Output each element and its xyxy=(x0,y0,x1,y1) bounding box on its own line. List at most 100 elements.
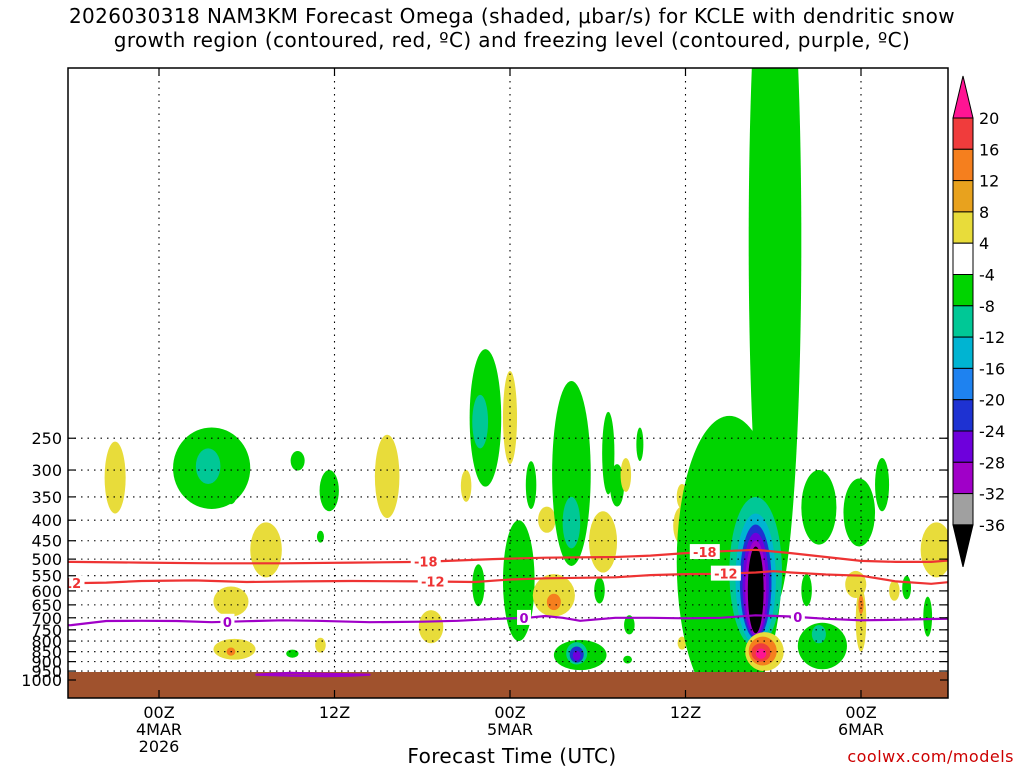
contour-label-bg xyxy=(410,553,441,569)
colorbar-tick-label: -32 xyxy=(979,485,1005,504)
colorbar-tick-label: -36 xyxy=(979,516,1005,535)
x-tick-label: 12Z xyxy=(670,703,701,722)
colorbar-bin xyxy=(952,461,974,495)
y-tick-label: 950 xyxy=(31,662,62,681)
contour-label-bg xyxy=(790,608,805,624)
colorbar-bin xyxy=(952,336,974,369)
x-tick-label: 5MAR xyxy=(487,720,533,739)
colorbar-bin xyxy=(952,305,974,338)
colorbar-bin xyxy=(952,148,974,182)
y-tick-label: 1000 xyxy=(21,671,62,690)
y-tick-label: 850 xyxy=(31,643,62,662)
y-tick-label: 550 xyxy=(31,567,62,586)
omega-area xyxy=(316,530,324,543)
y-tick-label: 700 xyxy=(31,609,62,628)
contour-label-bg xyxy=(517,609,532,625)
contour-line xyxy=(255,671,371,678)
omega-area xyxy=(594,577,605,604)
contour-line xyxy=(68,548,948,565)
x-tick-label: 6MAR xyxy=(838,720,884,739)
omega-area xyxy=(223,472,238,505)
y-tick-label: 750 xyxy=(31,621,62,640)
omega-area xyxy=(923,596,933,637)
colorbar-top-arrow xyxy=(952,75,974,119)
colorbar-tick-label: -24 xyxy=(979,422,1005,441)
omega-area xyxy=(374,434,400,519)
colorbar: 20 16 12 8 4 -4 -8 -12 -16 -20 -24 -28 -32 -36 xyxy=(952,75,1005,568)
colorbar-tick-label: -12 xyxy=(979,328,1005,347)
omega-area xyxy=(562,496,581,549)
contour-label: 0 xyxy=(520,612,529,627)
y-tick-label: 800 xyxy=(31,632,62,651)
y-axis: 250 300 350 400 4505005506006507007508008509… xyxy=(21,429,948,690)
omega-area xyxy=(572,650,581,661)
grid-lines xyxy=(68,68,948,698)
colorbar-tick-label: -4 xyxy=(979,266,995,285)
contour-label-bg xyxy=(417,573,448,589)
contour-label-bg xyxy=(220,613,235,629)
omega-area xyxy=(213,586,249,617)
contour-label-bg xyxy=(689,544,720,560)
contour-lines: -18 -18-18-12 -12-120 0 0 xyxy=(68,544,948,678)
omega-area xyxy=(623,655,632,664)
contour-label-bg xyxy=(710,565,741,581)
omega-area xyxy=(748,68,802,605)
colorbar-bin xyxy=(952,367,974,401)
x-tick-label: 00Z xyxy=(494,703,525,722)
omega-area xyxy=(610,464,625,507)
contour-line xyxy=(68,570,948,585)
colorbar-bin xyxy=(952,180,974,213)
colorbar-tick-label: 20 xyxy=(979,109,999,128)
omega-area xyxy=(875,457,890,512)
omega-area xyxy=(472,394,489,449)
contour-label: -18 xyxy=(414,556,438,571)
chart-title-line2: growth region (contoured, red, ºC) and f… xyxy=(113,28,911,52)
colorbar-bottom-arrow xyxy=(952,524,974,568)
omega-area xyxy=(315,637,326,653)
contour-label: -12 xyxy=(421,575,445,590)
omega-area xyxy=(636,427,644,462)
omega-area xyxy=(624,615,635,635)
omega-area xyxy=(319,470,339,512)
omega-area xyxy=(525,461,537,509)
omega-area xyxy=(620,457,632,492)
credit-text: coolwx.com/models xyxy=(847,747,1014,766)
omega-area xyxy=(843,478,876,547)
y-tick-label: 300 xyxy=(31,461,62,480)
plot-frame xyxy=(67,67,949,699)
omega-area xyxy=(195,448,221,484)
omega-area xyxy=(811,625,826,644)
y-tick-label: 400 xyxy=(31,511,62,530)
contour-label: 0 xyxy=(793,611,802,626)
omega-area xyxy=(588,511,618,573)
colorbar-tick-label: 12 xyxy=(979,172,999,191)
colorbar-tick-label: -28 xyxy=(979,453,1005,472)
colorbar-tick-label: -16 xyxy=(979,359,1005,378)
omega-area xyxy=(677,636,687,650)
x-tick-label: 2026 xyxy=(139,737,180,756)
y-tick-label: 600 xyxy=(31,582,62,601)
x-tick-label: 12Z xyxy=(319,703,350,722)
y-tick-label: 650 xyxy=(31,596,62,615)
omega-area xyxy=(920,522,948,578)
omega-area xyxy=(286,649,299,658)
chart-title: 2026030318 NAM3KM Forecast Omega (shaded… xyxy=(0,4,1024,52)
ground-band xyxy=(68,672,948,698)
omega-area xyxy=(902,575,912,600)
contour-label-bg xyxy=(68,575,85,591)
colorbar-bin xyxy=(952,430,974,463)
colorbar-bin xyxy=(952,117,974,150)
omega-area xyxy=(418,610,444,644)
colorbar-tick-label: -8 xyxy=(979,297,995,316)
omega-area xyxy=(801,574,812,607)
y-tick-label: 450 xyxy=(31,532,62,551)
y-tick-label: 500 xyxy=(31,550,62,569)
omega-area xyxy=(472,564,485,607)
x-tick-label: 00Z xyxy=(143,703,174,722)
y-tick-label: 900 xyxy=(31,653,62,672)
contour-label: -12 xyxy=(714,568,738,583)
omega-area xyxy=(538,506,556,533)
y-tick-label: 350 xyxy=(31,488,62,507)
